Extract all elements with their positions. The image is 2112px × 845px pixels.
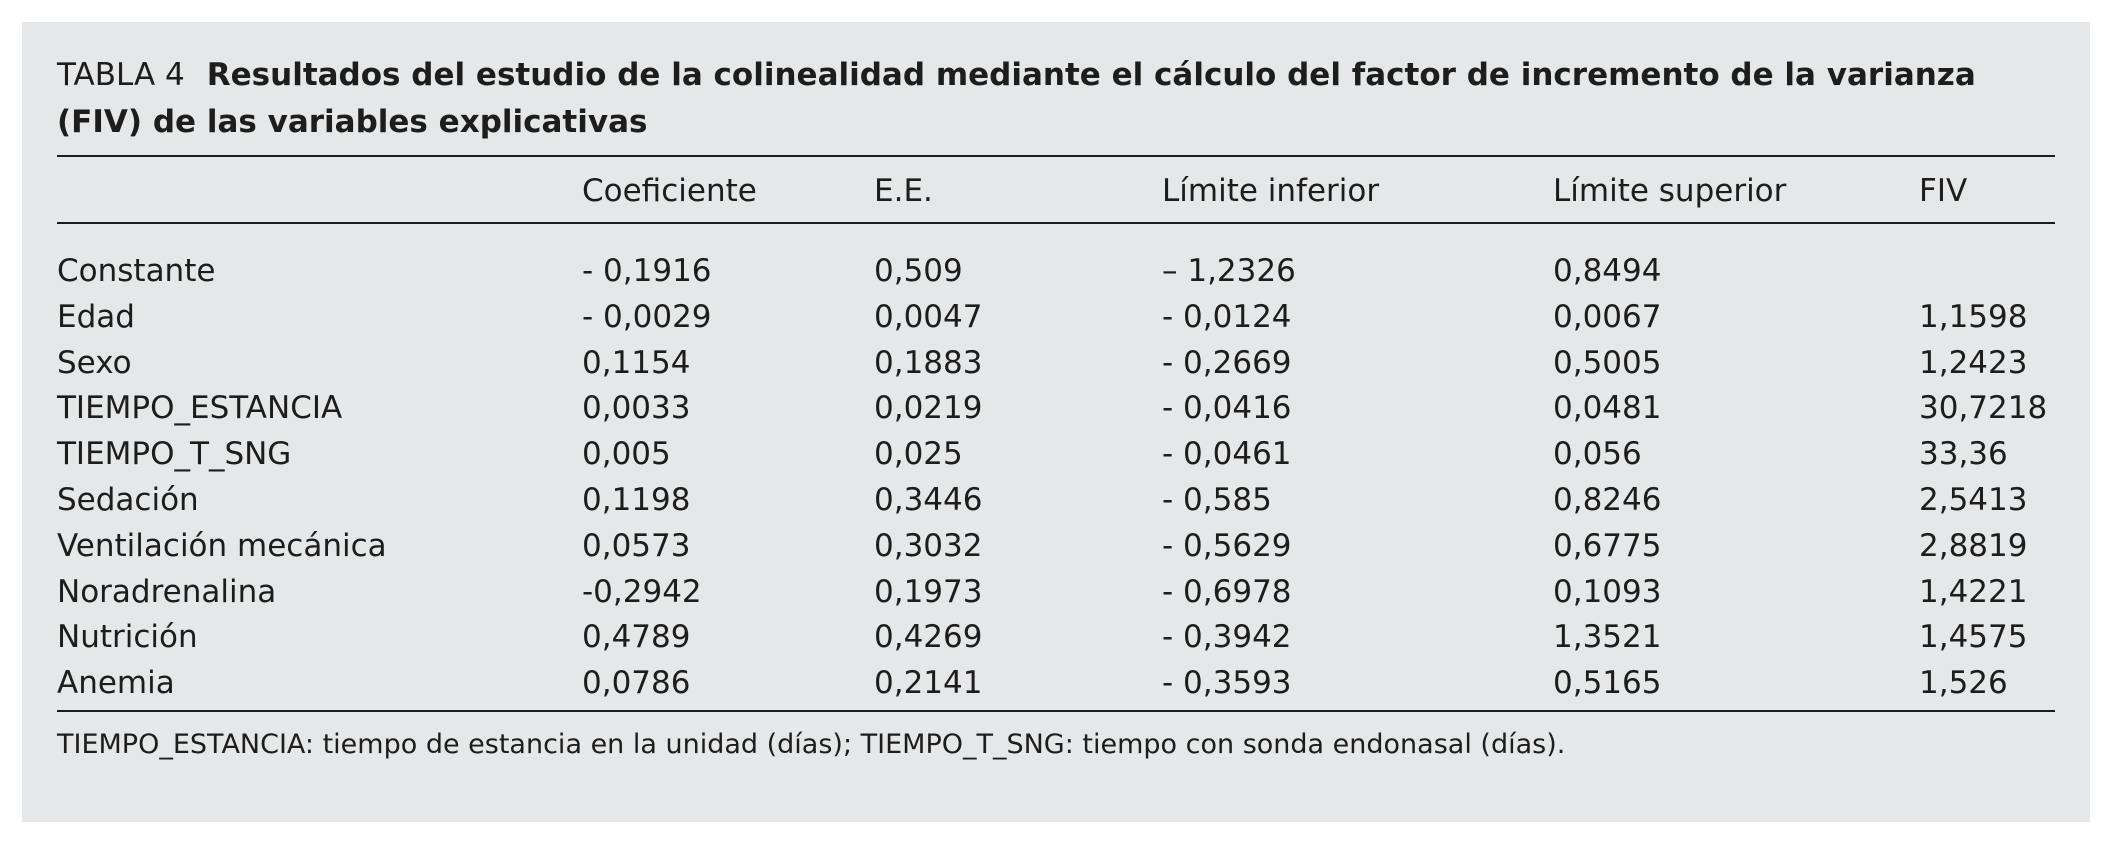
table-cell: 2,5413 [1919, 482, 2028, 518]
table-row: Ventilación mecánica 0,0573 0,3032 - 0,5629… [22, 523, 2090, 569]
table-cell: 1,2423 [1919, 344, 2028, 381]
table-panel: TABLA 4 Resultados del estudio de la coli… [22, 22, 2090, 822]
table-cell: - 0,0461 [1162, 436, 1292, 473]
table-row: Sexo 0,1154 0,1883 - 0,2669 0,5005 1,2423 [22, 340, 2090, 386]
header-limite-superior: Límite superior [1553, 173, 1787, 209]
table-cell: 0,0067 [1553, 298, 1662, 335]
table-cell: 0,4789 [582, 619, 691, 656]
table-cell: 0,0033 [582, 390, 691, 427]
table-cell: 0,1093 [1553, 573, 1662, 610]
table-cell: 0,8494 [1553, 253, 1662, 289]
table-cell: 0,8246 [1553, 482, 1662, 518]
table-footnote: TIEMPO_ESTANCIA: tiempo de estancia en l… [57, 729, 1566, 760]
table-cell: 33,36 [1919, 436, 2008, 473]
table-cell: 1,526 [1919, 665, 2008, 702]
table-title: Resultados del estudio de la colinealida… [57, 57, 1976, 140]
header-limite-inferior: Límite inferior [1162, 173, 1380, 209]
header-coeficiente: Coeficiente [582, 173, 757, 209]
table-row: TIEMPO_ESTANCIA 0,0033 0,0219 - 0,0416 0,04… [22, 385, 2090, 431]
table-cell: 0,005 [582, 436, 671, 473]
table-cell: 0,1154 [582, 344, 691, 381]
table-caption: TABLA 4 Resultados del estudio de la coli… [57, 52, 2067, 146]
row-label: Noradrenalina [57, 573, 277, 610]
table-cell: 0,1883 [874, 344, 983, 381]
table-cell: 0,3032 [874, 527, 983, 564]
table-cell: 1,1598 [1919, 298, 2028, 335]
table-cell: 0,6775 [1553, 527, 1662, 564]
bottom-rule [57, 710, 2055, 712]
row-label: Ventilación mecánica [57, 527, 387, 564]
table-cell: 0,509 [874, 253, 963, 289]
table-cell: - 0,585 [1162, 482, 1272, 518]
table-cell: - 0,2669 [1162, 344, 1292, 381]
table-row: Noradrenalina -0,2942 0,1973 - 0,6978 0,1093… [22, 569, 2090, 615]
table-cell: 30,7218 [1919, 390, 2048, 427]
table-row: TIEMPO_T_SNG 0,005 0,025 - 0,0461 0,056 33,36 [22, 431, 2090, 477]
table-cell: 0,0219 [874, 390, 983, 427]
header-rule [57, 222, 2055, 224]
table-cell: 0,0573 [582, 527, 691, 564]
table-cell: - 0,3593 [1162, 665, 1292, 702]
table-row: Constante - 0,1916 0,509 – 1,2326 0,8494 [22, 248, 2090, 294]
table-cell: 0,0481 [1553, 390, 1662, 427]
row-label: Nutrición [57, 619, 198, 656]
table-cell: 0,0047 [874, 298, 983, 335]
table-cell: 0,3446 [874, 482, 983, 518]
table-cell: 1,4575 [1919, 619, 2028, 656]
table-cell: 1,4221 [1919, 573, 2028, 610]
row-label: Edad [57, 298, 135, 335]
table-cell: - 0,5629 [1162, 527, 1292, 564]
table-cell: - 0,0124 [1162, 298, 1292, 335]
table-cell: - 0,0029 [582, 298, 712, 335]
row-label: Sedación [57, 482, 199, 518]
table-row: Anemia 0,0786 0,2141 - 0,3593 0,5165 1,526 [22, 660, 2090, 706]
table-row: Nutrición 0,4789 0,4269 - 0,3942 1,3521 1,457… [22, 614, 2090, 660]
table-cell: 0,1973 [874, 573, 983, 610]
row-label: TIEMPO_T_SNG [57, 436, 292, 473]
table-cell: 0,4269 [874, 619, 983, 656]
table-cell: 0,5005 [1553, 344, 1662, 381]
table-cell: 0,5165 [1553, 665, 1662, 702]
table-cell: 0,056 [1553, 436, 1642, 473]
table-cell: 0,0786 [582, 665, 691, 702]
header-fiv: FIV [1919, 173, 1968, 209]
table-cell: 2,8819 [1919, 527, 2028, 564]
table-label: TABLA 4 [57, 57, 185, 93]
top-rule [57, 155, 2055, 157]
table-cell: -0,2942 [582, 573, 702, 610]
row-label: Anemia [57, 665, 175, 702]
table-cell: - 0,1916 [582, 253, 712, 289]
table-cell: - 0,0416 [1162, 390, 1292, 427]
table-cell: 1,3521 [1553, 619, 1662, 656]
row-label: Sexo [57, 344, 132, 381]
row-label: TIEMPO_ESTANCIA [57, 390, 343, 427]
table-cell: 0,1198 [582, 482, 691, 518]
table-cell: 0,2141 [874, 665, 983, 702]
table-cell: - 0,6978 [1162, 573, 1292, 610]
table-row: Sedación 0,1198 0,3446 - 0,585 0,8246 2,5413 [22, 477, 2090, 523]
table-cell: – 1,2326 [1162, 253, 1296, 289]
table-row: Edad - 0,0029 0,0047 - 0,0124 0,0067 1,1598 [22, 294, 2090, 340]
header-row: Coeficiente E.E. Límite inferior Límite … [22, 168, 2090, 214]
header-ee: E.E. [874, 173, 933, 209]
table-cell: - 0,3942 [1162, 619, 1292, 656]
row-label: Constante [57, 253, 216, 289]
table-cell: 0,025 [874, 436, 963, 473]
